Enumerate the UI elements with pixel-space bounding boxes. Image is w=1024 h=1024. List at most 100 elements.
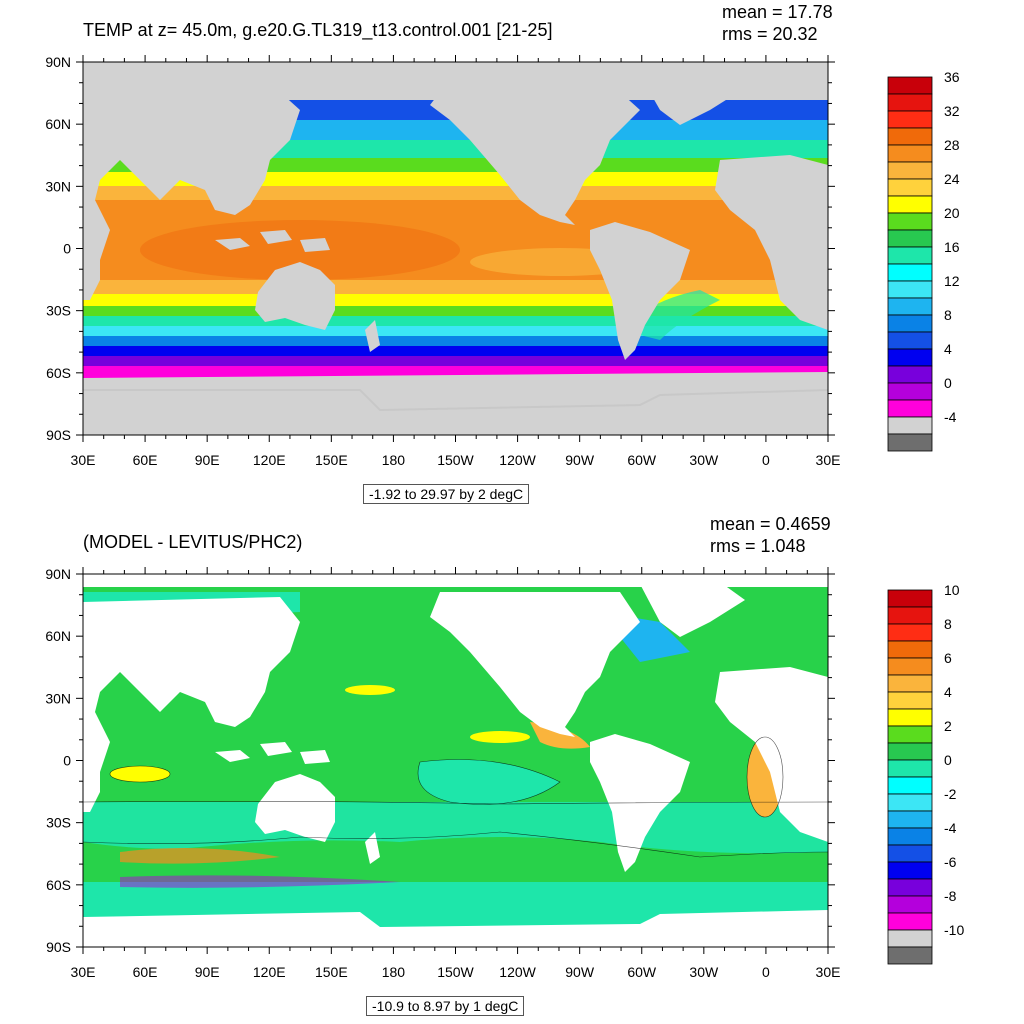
colorbar-swatch — [887, 246, 933, 265]
lon-label: 120W — [499, 964, 536, 980]
colorbar-swatch — [887, 742, 933, 761]
australia-land — [255, 774, 335, 842]
map-title: (MODEL - LEVITUS/PHC2) — [83, 532, 303, 552]
colorbar-label: 4 — [944, 341, 952, 357]
ocean-band-warm-north — [83, 172, 828, 186]
colorbar-swatch — [887, 776, 933, 795]
colorbar-swatch — [887, 810, 933, 829]
contour-lines — [83, 736, 828, 858]
lon-label: 90W — [565, 964, 595, 980]
new-guinea-land — [300, 750, 330, 764]
colorbar-swatch — [887, 76, 933, 95]
lon-label: 30W — [689, 452, 719, 468]
colorbar-label: -4 — [944, 409, 957, 425]
colorbar-swatch — [887, 946, 933, 965]
colorbar-label: 28 — [944, 137, 960, 153]
warm-anomaly-southern-indian — [120, 848, 280, 864]
colorbar-swatch — [887, 912, 933, 931]
cold-anomaly-southern-band — [120, 875, 400, 888]
colorbar-label: 8 — [944, 307, 952, 323]
eurasia-africa-land — [83, 597, 300, 812]
lon-label: 30E — [816, 452, 841, 468]
north-america-land — [430, 92, 640, 225]
indonesia-land — [215, 238, 250, 250]
lat-label: 0 — [63, 241, 71, 257]
colorbar-label: 4 — [944, 684, 952, 700]
greenland-land — [640, 582, 745, 637]
land-masses — [83, 574, 828, 947]
lon-label: 150W — [437, 964, 474, 980]
lat-label: 30S — [46, 815, 71, 831]
colorbar-swatch — [887, 895, 933, 914]
colorbar-label: 10 — [944, 582, 960, 598]
antarctica-land — [83, 372, 828, 435]
colorbar-swatch — [887, 212, 933, 231]
ocean-band-subtropic-north — [83, 186, 828, 200]
contour-range-label: -1.92 to 29.97 by 2 degC — [363, 484, 530, 504]
warm-anomaly-kuroshio — [345, 685, 395, 695]
colorbar-swatch — [887, 331, 933, 350]
indonesia-land — [215, 750, 250, 762]
colorbar-swatch — [887, 314, 933, 333]
new-zealand-land — [365, 832, 380, 864]
colorbar-swatch — [887, 263, 933, 282]
lon-label: 150E — [315, 452, 348, 468]
contour-line — [83, 831, 828, 858]
colorbar-swatch — [887, 861, 933, 880]
colorbar-swatch — [887, 178, 933, 197]
borneo-land — [260, 742, 292, 756]
new-guinea-land — [300, 238, 330, 252]
contour-line — [746, 736, 784, 818]
colorbar-label: 0 — [944, 375, 952, 391]
lon-label: 180 — [382, 452, 406, 468]
colorbar-swatch — [887, 297, 933, 316]
colorbar-label: -6 — [944, 854, 957, 870]
lon-label: 120E — [253, 452, 286, 468]
lon-label: 180 — [382, 964, 406, 980]
lon-label: 120W — [499, 452, 536, 468]
contour-range-label: -10.9 to 8.97 by 1 degC — [366, 996, 525, 1016]
contour-line — [417, 759, 561, 805]
ocean-band-polar-south — [83, 356, 828, 366]
colorbar-swatch — [887, 844, 933, 863]
lon-label: 90W — [565, 452, 595, 468]
lat-label: 90N — [45, 54, 71, 70]
africa-land — [715, 667, 828, 842]
mean-stat: mean = 17.78 — [722, 2, 833, 22]
colorbar-swatch — [887, 399, 933, 418]
ocean-band-very-cold-south — [83, 346, 828, 356]
colorbar: 10 8 6 4 2 0 -2 -4 -6 -8 -10 — [887, 582, 964, 965]
colorbar-swatch — [887, 589, 933, 608]
colorbar-label: 36 — [944, 69, 960, 85]
colorbar-swatch — [887, 110, 933, 129]
colorbar-swatch — [887, 144, 933, 163]
arctic-land — [83, 574, 828, 587]
lon-label: 60W — [627, 964, 657, 980]
difference-map-panel: (MODEL - LEVITUS/PHC2) mean = 0.4659 rms… — [0, 512, 1024, 1024]
ocean-band-subtropic-south — [83, 280, 828, 294]
colorbar-label: -2 — [944, 786, 957, 802]
south-america-land — [590, 222, 690, 360]
colorbar: 36 32 28 24 20 16 12 8 4 0 -4 — [887, 69, 960, 452]
colorbar-swatch — [887, 725, 933, 744]
lon-label: 90E — [195, 452, 220, 468]
lat-label: 60N — [45, 628, 71, 644]
warm-anomaly-equatorial-pacific — [470, 731, 530, 743]
new-zealand-land — [365, 320, 380, 352]
lat-label: 60S — [46, 877, 71, 893]
colorbar-swatch — [887, 93, 933, 112]
cool-anomaly-pacific — [418, 759, 560, 805]
colorbar-swatch — [887, 759, 933, 778]
lon-label: 150E — [315, 964, 348, 980]
lon-label: 60W — [627, 452, 657, 468]
colorbar-swatch — [887, 127, 933, 146]
colorbar-label: 6 — [944, 650, 952, 666]
lat-label: 30N — [45, 178, 71, 194]
lat-label: 90N — [45, 566, 71, 582]
colorbar-label: -8 — [944, 888, 957, 904]
australia-land — [255, 262, 335, 330]
colorbar-swatch — [887, 195, 933, 214]
